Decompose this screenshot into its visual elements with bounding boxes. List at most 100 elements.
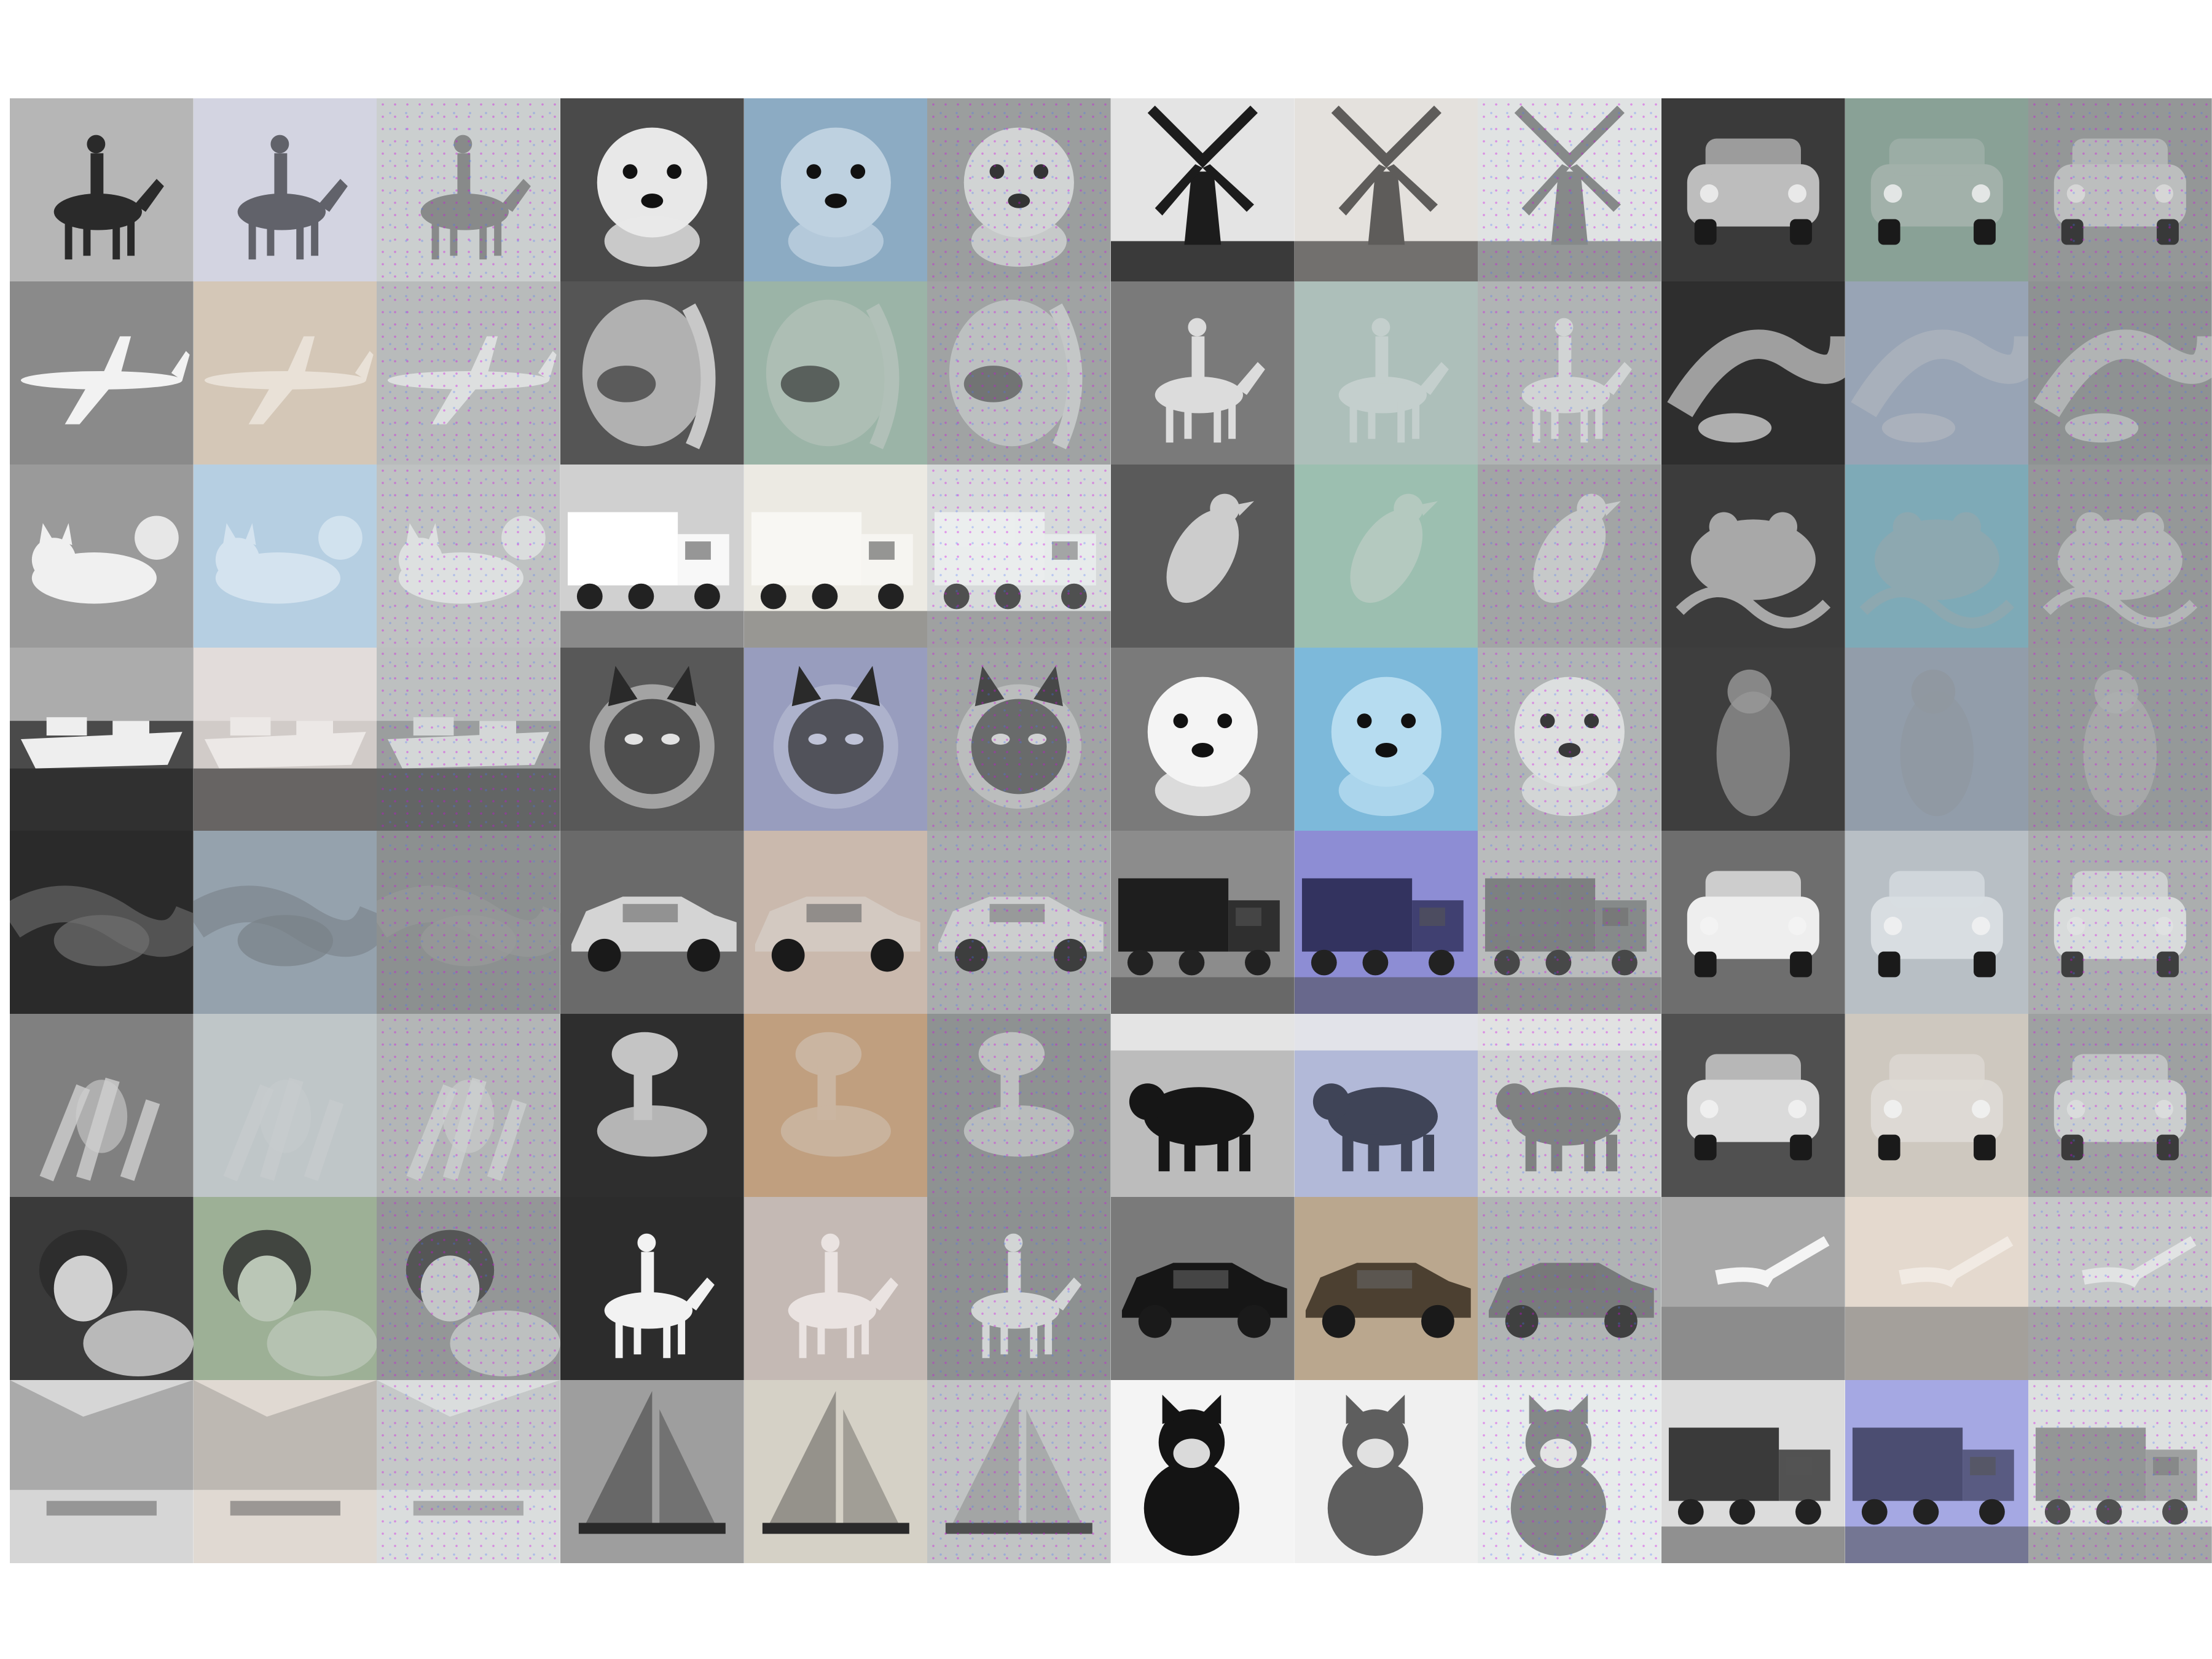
tile-r5-g1-reconstruction-with-artifacts: [377, 831, 560, 1014]
tile-image-deer-dark: [193, 831, 377, 1014]
tile-r1-g2-reconstruction-with-artifacts: [927, 98, 1111, 281]
tile-r7-g1-colorized: [193, 1197, 377, 1380]
tile-image-ostrich: [560, 1014, 744, 1197]
tile-r6-g1-colorized: [193, 1014, 377, 1197]
tile-r8-g4-colorized: [1845, 1380, 2029, 1563]
tile-image-frog: [2028, 465, 2212, 648]
tile-r5-g4-grayscale: [1661, 831, 1845, 1014]
tile-image-airplane: [377, 281, 560, 465]
tile-r1-g1-grayscale: [10, 98, 194, 281]
tile-image-bird-grass: [10, 1014, 194, 1197]
tile-r1-g3-grayscale: [1110, 98, 1295, 281]
tile-image-car-front: [2028, 1014, 2212, 1197]
tile-image-truck: [2028, 1380, 2212, 1563]
tile-r6-g2-colorized: [743, 1014, 928, 1197]
tile-image-bird-grass: [377, 1014, 560, 1197]
tile-image-car-side: [743, 831, 928, 1014]
tile-r5-g3-grayscale: [1110, 831, 1295, 1014]
tile-image-car-front: [1845, 1014, 2029, 1197]
tile-image-horse-rider: [1110, 281, 1295, 465]
tile-r6-g3-grayscale: [1110, 1014, 1295, 1197]
tile-image-abstract-light: [193, 1380, 377, 1563]
tile-r1-g1-reconstruction-with-artifacts: [377, 98, 560, 281]
tile-image-cat-face: [560, 648, 744, 831]
tile-image-bird: [1110, 465, 1295, 648]
tile-image-car-side: [927, 831, 1111, 1014]
tile-image-bird-flying: [1845, 1197, 2029, 1380]
tile-r8-g3-grayscale: [1110, 1380, 1295, 1563]
tile-image-abstract-curve: [1845, 281, 2029, 465]
tile-r7-g2-grayscale: [560, 1197, 744, 1380]
tile-image-horse-rider: [377, 98, 560, 281]
tile-image-animal-closeup: [743, 281, 928, 465]
tile-image-bird: [1294, 465, 1478, 648]
tile-r7-g2-colorized: [743, 1197, 928, 1380]
tile-image-car-side: [560, 831, 744, 1014]
tile-r4-g4-grayscale: [1661, 648, 1845, 831]
tile-r5-g4-colorized: [1845, 831, 2029, 1014]
tile-image-bull: [1294, 1014, 1478, 1197]
tile-image-car-front: [2028, 98, 2212, 281]
tile-r3-g1-colorized: [193, 465, 377, 648]
tile-image-car-side: [1478, 1197, 1661, 1380]
tile-r2-g3-grayscale: [1110, 281, 1295, 465]
tile-image-bird-grass: [193, 1014, 377, 1197]
tile-r3-g3-reconstruction-with-artifacts: [1478, 465, 1661, 648]
tile-image-sailboat: [560, 1380, 744, 1563]
tile-image-horse-rider: [1478, 281, 1661, 465]
tile-r7-g4-colorized: [1845, 1197, 2029, 1380]
tile-r3-g3-colorized: [1294, 465, 1478, 648]
tile-image-abstract-light: [377, 1380, 560, 1563]
tile-r3-g3-grayscale: [1110, 465, 1295, 648]
tile-r6-g1-grayscale: [10, 1014, 194, 1197]
tile-image-truck: [1110, 831, 1295, 1014]
tile-r5-g2-grayscale: [560, 831, 744, 1014]
tile-r8-g2-colorized: [743, 1380, 928, 1563]
tile-image-cat-lying: [193, 465, 377, 648]
tile-image-dog-person: [377, 1197, 560, 1380]
tile-image-horse-rider: [927, 1197, 1111, 1380]
tile-r3-g2-reconstruction-with-artifacts: [927, 465, 1111, 648]
tile-r2-g1-reconstruction-with-artifacts: [377, 281, 560, 465]
tile-image-sailboat: [743, 1380, 928, 1563]
tile-r3-g2-grayscale: [560, 465, 744, 648]
tile-image-bird: [1478, 465, 1661, 648]
tile-r4-g4-reconstruction-with-artifacts: [2028, 648, 2212, 831]
tile-r4-g3-colorized: [1294, 648, 1478, 831]
tile-r4-g2-reconstruction-with-artifacts: [927, 648, 1111, 831]
tile-image-car-side: [1294, 1197, 1478, 1380]
tile-r5-g3-colorized: [1294, 831, 1478, 1014]
tile-r2-g2-reconstruction-with-artifacts: [927, 281, 1111, 465]
tile-image-deer-dark: [10, 831, 194, 1014]
tile-image-bird-flying: [2028, 1197, 2212, 1380]
tile-image-dog-face: [1110, 648, 1295, 831]
tile-image-cat-dark: [1845, 648, 2029, 831]
tile-image-car-front: [1845, 98, 2029, 281]
tile-r1-g4-grayscale: [1661, 98, 1845, 281]
tile-r4-g3-grayscale: [1110, 648, 1295, 831]
tile-r4-g3-reconstruction-with-artifacts: [1478, 648, 1661, 831]
tile-r4-g4-colorized: [1845, 648, 2029, 831]
tile-r1-g1-colorized: [193, 98, 377, 281]
tile-image-ship: [10, 648, 194, 831]
tile-r1-g4-colorized: [1845, 98, 2029, 281]
tile-image-bird-flying: [1661, 1197, 1845, 1380]
tile-image-cat-sitting: [1478, 1380, 1661, 1563]
tile-image-car-front: [1661, 1014, 1845, 1197]
tile-r6-g2-grayscale: [560, 1014, 744, 1197]
tile-image-cat-sitting: [1110, 1380, 1295, 1563]
tile-r7-g4-reconstruction-with-artifacts: [2028, 1197, 2212, 1380]
tile-r1-g3-colorized: [1294, 98, 1478, 281]
tile-r8-g2-grayscale: [560, 1380, 744, 1563]
tile-image-ostrich: [743, 1014, 928, 1197]
tile-r3-g4-colorized: [1845, 465, 2029, 648]
tile-image-airplane: [10, 281, 194, 465]
image-grid: [10, 98, 2212, 1563]
tile-r3-g1-grayscale: [10, 465, 194, 648]
tile-image-car-side: [1110, 1197, 1295, 1380]
tile-r5-g1-colorized: [193, 831, 377, 1014]
tile-r8-g3-colorized: [1294, 1380, 1478, 1563]
tile-image-cat-face: [743, 648, 928, 831]
tile-r3-g4-reconstruction-with-artifacts: [2028, 465, 2212, 648]
tile-r8-g1-colorized: [193, 1380, 377, 1563]
